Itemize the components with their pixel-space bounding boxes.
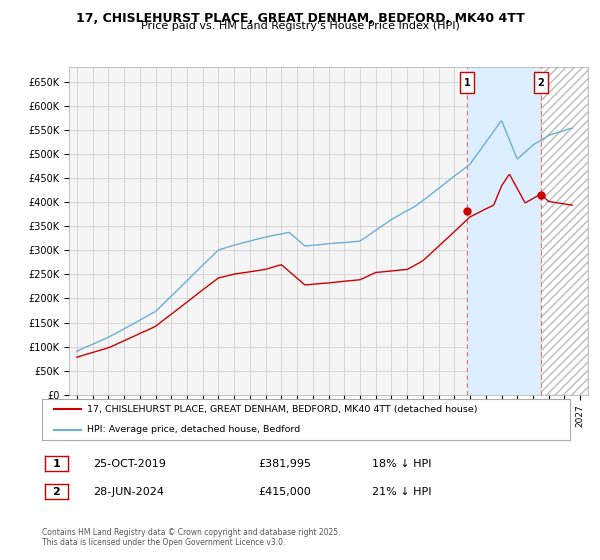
Text: HPI: Average price, detached house, Bedford: HPI: Average price, detached house, Bedf… — [87, 425, 300, 434]
Bar — [467, 67, 541, 395]
Text: 17, CHISLEHURST PLACE, GREAT DENHAM, BEDFORD, MK40 4TT (detached house): 17, CHISLEHURST PLACE, GREAT DENHAM, BED… — [87, 405, 478, 414]
Text: £415,000: £415,000 — [258, 487, 311, 497]
Bar — [541, 67, 588, 395]
Bar — [533, 72, 548, 93]
Text: 2: 2 — [53, 487, 60, 497]
Text: Contains HM Land Registry data © Crown copyright and database right 2025.
This d: Contains HM Land Registry data © Crown c… — [42, 528, 341, 547]
Bar — [460, 72, 474, 93]
Text: 1: 1 — [464, 78, 470, 87]
Text: 25-OCT-2019: 25-OCT-2019 — [93, 459, 166, 469]
Text: 21% ↓ HPI: 21% ↓ HPI — [372, 487, 431, 497]
Text: 17, CHISLEHURST PLACE, GREAT DENHAM, BEDFORD, MK40 4TT: 17, CHISLEHURST PLACE, GREAT DENHAM, BED… — [76, 12, 524, 25]
Text: 18% ↓ HPI: 18% ↓ HPI — [372, 459, 431, 469]
Text: 2: 2 — [537, 78, 544, 87]
Text: 28-JUN-2024: 28-JUN-2024 — [93, 487, 164, 497]
Text: £381,995: £381,995 — [258, 459, 311, 469]
Text: Price paid vs. HM Land Registry's House Price Index (HPI): Price paid vs. HM Land Registry's House … — [140, 21, 460, 31]
Text: 1: 1 — [53, 459, 60, 469]
Bar — [541, 67, 588, 395]
